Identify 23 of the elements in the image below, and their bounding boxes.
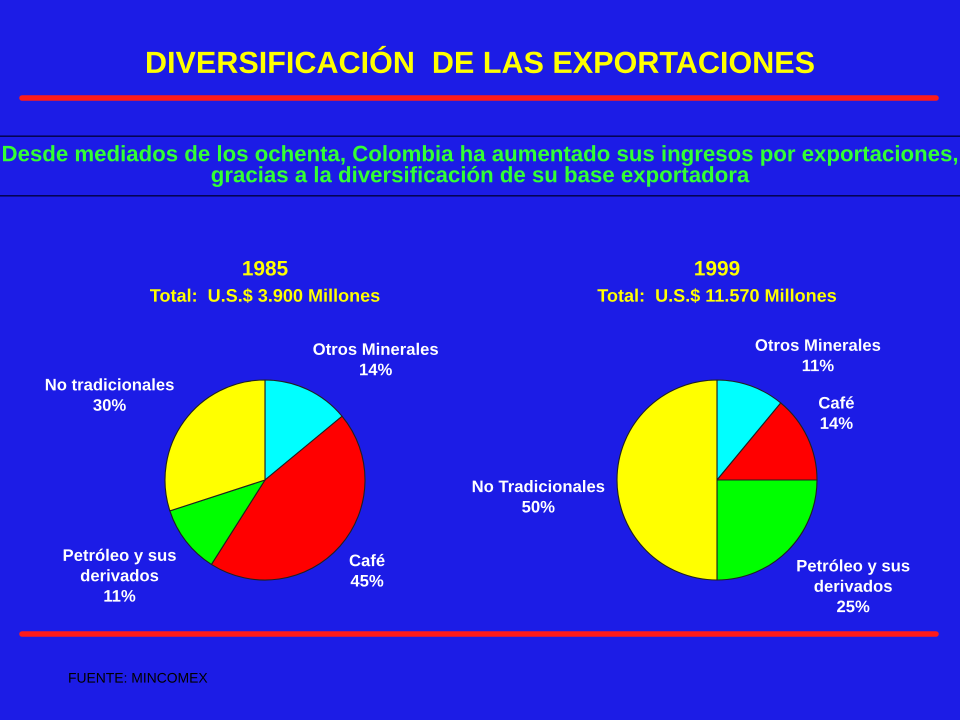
data-label: 50% <box>522 500 555 513</box>
data-label: 11% <box>802 360 834 372</box>
data-label: 14% <box>820 417 853 429</box>
chart-subtitle: Total: U.S.$ 11.570 Millones <box>597 288 836 304</box>
text: DIVERSIFICACIÓN DE LAS EXPORTACIONES <box>147 46 814 74</box>
slice-label: No Tradicionales <box>472 480 604 492</box>
slice-label: Café <box>819 396 854 409</box>
source-note: FUENTE: MINCOMEX <box>69 672 208 683</box>
slice-label: Otros Minerales <box>756 338 880 351</box>
slice-label: Otros Minerales <box>313 342 438 355</box>
data-label: 30% <box>93 399 126 411</box>
slice-label: Petróleo y sus derivados <box>64 548 176 582</box>
chart-title: 1985 <box>243 260 288 276</box>
chart-subtitle: Total: U.S.$ 3.900 Millones <box>150 288 380 304</box>
data-label: 25% <box>837 600 870 612</box>
data-label: 14% <box>360 364 392 376</box>
chart-title: 1999 <box>695 260 740 276</box>
text: Desde mediados de los ochenta, Colombia ha aumentado sus ingresos por exportaciones, gracias a la diversificación de su base exportadora <box>3 145 958 187</box>
slice-label: Café <box>350 554 385 566</box>
slice-label: Petróleo y sus derivados <box>797 559 910 592</box>
data-label: 45% <box>350 574 384 587</box>
slice-label: No tradicionales <box>46 378 174 391</box>
data-label: 11% <box>104 590 136 602</box>
